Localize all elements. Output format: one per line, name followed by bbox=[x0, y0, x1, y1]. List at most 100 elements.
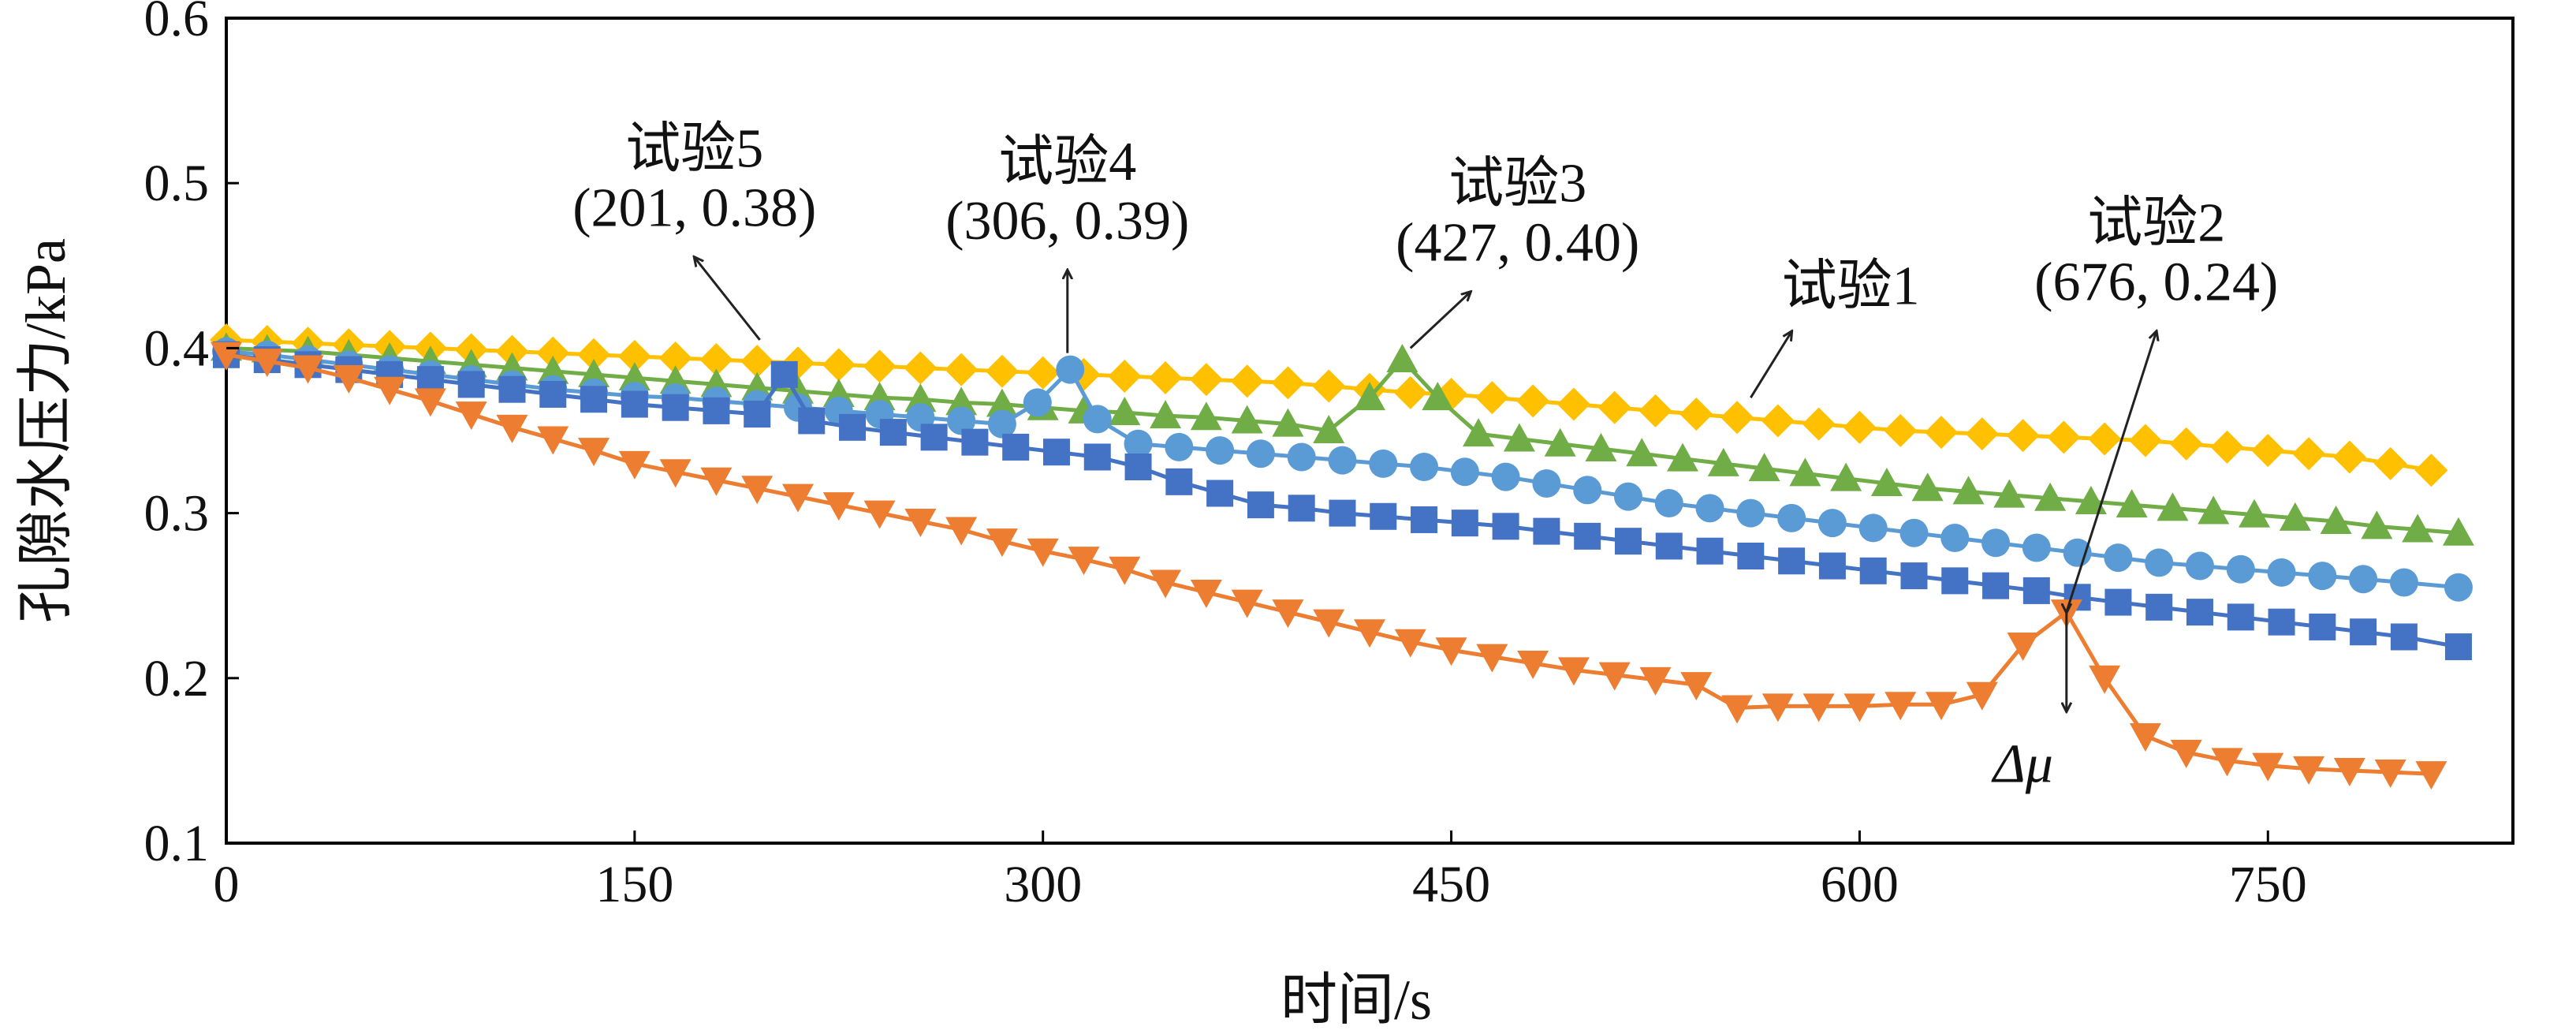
data-point bbox=[1124, 429, 1153, 458]
data-point bbox=[1585, 433, 1617, 462]
x-tick-label: 600 bbox=[1821, 856, 1899, 913]
data-point bbox=[1598, 662, 1631, 691]
data-point bbox=[2320, 506, 2352, 535]
data-point bbox=[2104, 543, 2133, 573]
data-point bbox=[741, 476, 774, 505]
annotation-label: 试验4 bbox=[998, 132, 1136, 192]
data-point bbox=[2309, 613, 2336, 640]
data-point bbox=[1108, 359, 1142, 393]
data-point bbox=[1023, 388, 1052, 417]
data-point bbox=[1042, 439, 1070, 466]
data-point bbox=[1026, 356, 1060, 390]
data-point bbox=[2088, 422, 2122, 456]
data-point bbox=[1231, 589, 1263, 618]
data-point bbox=[1354, 382, 1385, 411]
data-point bbox=[495, 334, 529, 368]
data-point bbox=[1720, 401, 1754, 435]
data-point bbox=[1777, 503, 1806, 532]
data-point bbox=[455, 401, 487, 431]
data-point bbox=[2333, 757, 2365, 786]
delta-mu-label: Δμ bbox=[1991, 734, 2053, 795]
data-point bbox=[617, 339, 651, 373]
y-tick-label: 0.1 bbox=[144, 815, 210, 872]
data-point bbox=[770, 360, 798, 388]
annotation-5: 试验2(676, 0.24) bbox=[2034, 192, 2278, 613]
data-point bbox=[1952, 476, 1985, 505]
data-point bbox=[2389, 568, 2418, 597]
data-point bbox=[1925, 692, 1957, 721]
data-point bbox=[1475, 381, 1509, 415]
data-point bbox=[621, 390, 648, 418]
x-tick-label: 150 bbox=[595, 856, 673, 913]
data-point bbox=[863, 349, 897, 383]
y-axis-title: 孔隙水压力/kPa bbox=[14, 238, 77, 623]
data-point bbox=[1736, 498, 1765, 528]
data-point bbox=[1626, 438, 1658, 467]
data-point bbox=[2444, 633, 2472, 661]
data-point bbox=[1557, 657, 1590, 686]
data-point bbox=[1068, 547, 1100, 576]
data-point bbox=[945, 386, 978, 416]
data-point bbox=[2252, 752, 2284, 782]
data-point bbox=[1993, 479, 2026, 508]
data-point bbox=[1858, 513, 1888, 543]
data-point bbox=[2157, 492, 2189, 521]
data-point bbox=[1613, 482, 1642, 511]
data-point bbox=[2373, 446, 2407, 480]
data-point bbox=[1386, 344, 1418, 373]
data-point bbox=[985, 354, 1019, 388]
annotation-arrow bbox=[1750, 331, 1791, 398]
data-point bbox=[1900, 562, 1928, 590]
data-point bbox=[1941, 567, 1969, 595]
data-point bbox=[1761, 404, 1795, 438]
data-point bbox=[1190, 401, 1222, 431]
data-point bbox=[1206, 436, 1235, 465]
x-axis-title: 时间/s bbox=[1281, 969, 1432, 1032]
data-point bbox=[2374, 760, 2406, 789]
y-tick-label: 0.6 bbox=[144, 0, 210, 47]
annotation-arrow bbox=[1409, 292, 1471, 349]
data-point bbox=[2145, 548, 2174, 577]
data-point bbox=[1884, 414, 1918, 447]
data-point bbox=[1884, 692, 1917, 721]
data-point bbox=[2279, 502, 2311, 531]
data-point bbox=[945, 353, 979, 386]
data-point bbox=[1312, 369, 1346, 403]
data-point bbox=[1696, 537, 1724, 565]
data-point bbox=[536, 336, 570, 370]
data-point bbox=[1818, 552, 1846, 580]
data-point bbox=[1574, 522, 1601, 550]
data-point bbox=[2227, 603, 2254, 631]
data-point bbox=[1789, 457, 1821, 487]
data-point bbox=[2170, 739, 2202, 768]
data-point bbox=[703, 397, 730, 424]
data-point bbox=[1149, 361, 1183, 395]
data-point bbox=[2211, 748, 2243, 777]
data-point bbox=[1206, 480, 1234, 507]
annotation-arrow bbox=[695, 257, 761, 341]
data-point bbox=[986, 388, 1018, 417]
data-point bbox=[839, 413, 867, 441]
data-point bbox=[1247, 491, 1274, 519]
data-point bbox=[2007, 632, 2039, 661]
data-point bbox=[1189, 363, 1223, 397]
data-point bbox=[1394, 629, 1426, 658]
data-point bbox=[1654, 489, 1683, 518]
data-point bbox=[1748, 453, 1780, 482]
data-point bbox=[1667, 442, 1699, 472]
annotation-coordinate: (676, 0.24) bbox=[2034, 252, 2278, 312]
data-point bbox=[1463, 418, 1495, 447]
data-point bbox=[1981, 528, 2011, 558]
data-point bbox=[1165, 468, 1193, 495]
data-point bbox=[1680, 672, 1713, 701]
data-point bbox=[1707, 447, 1739, 476]
data-point bbox=[2075, 485, 2107, 514]
data-point bbox=[879, 419, 907, 446]
data-point bbox=[945, 517, 978, 546]
data-point bbox=[1778, 547, 1806, 575]
data-point bbox=[1830, 462, 1862, 491]
data-point bbox=[1435, 637, 1467, 666]
data-point bbox=[2104, 588, 2132, 616]
data-point bbox=[2128, 424, 2162, 457]
